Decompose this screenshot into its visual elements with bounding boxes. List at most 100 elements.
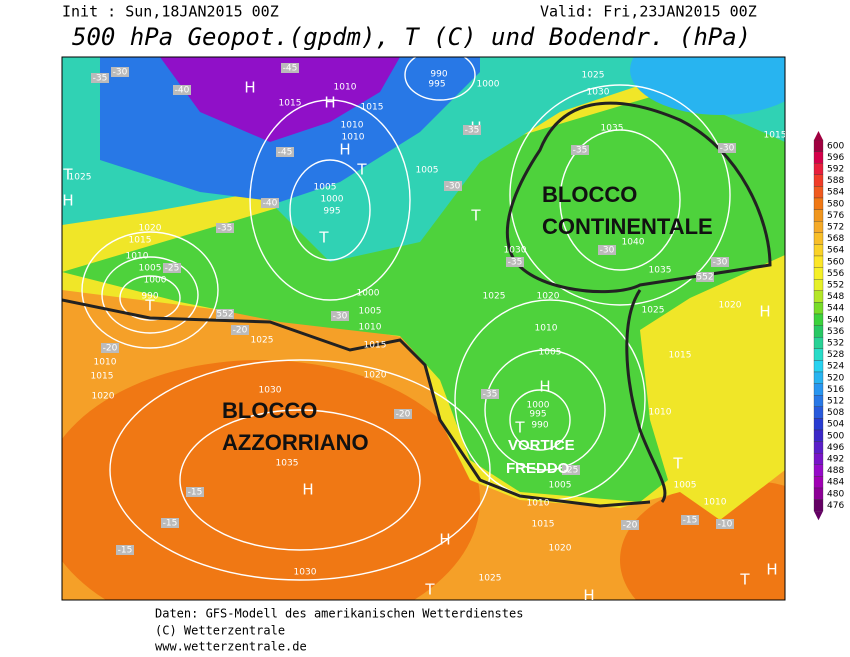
isobar-label: 1000 xyxy=(321,195,344,205)
colorbar-swatch xyxy=(813,302,824,315)
colorbar-label: 492 xyxy=(827,455,844,465)
isobar-label: 990 xyxy=(141,292,158,302)
label-box xyxy=(216,223,234,233)
temperature-label: -45 xyxy=(278,148,293,158)
temperature-label: -40 xyxy=(263,199,278,209)
pressure-center: T xyxy=(356,161,367,179)
colorbar-swatch xyxy=(813,348,824,361)
temperature-label: -15 xyxy=(188,488,203,498)
temperature-label: 552 xyxy=(696,273,713,283)
temperature-label: -45 xyxy=(283,64,298,74)
temperature-label: -35 xyxy=(573,146,588,156)
outlines xyxy=(62,101,772,508)
isobar-label: 1015 xyxy=(669,351,692,361)
label-box xyxy=(598,245,616,255)
isobar-label: 1020 xyxy=(549,544,572,554)
isobar-label: 1020 xyxy=(139,224,162,234)
pressure-center: T xyxy=(470,207,481,225)
colorbar-swatch xyxy=(813,221,824,233)
pressure-center: H xyxy=(324,94,335,112)
label-box xyxy=(681,515,699,525)
colorbar-label: 524 xyxy=(827,362,844,372)
isobar-label: 1035 xyxy=(649,266,672,276)
isobar-label: 1035 xyxy=(601,124,624,134)
isobar-label: 1025 xyxy=(69,173,92,183)
colorbar-label: 516 xyxy=(827,385,844,395)
field xyxy=(620,480,785,600)
annotation: CONTINENTALE xyxy=(542,214,713,239)
colorbar-label: 520 xyxy=(827,373,844,383)
pressure-center: T xyxy=(514,419,525,437)
isobar-label: 1015 xyxy=(129,236,152,246)
colorbar-swatch xyxy=(813,290,824,303)
temperature-label: -30 xyxy=(720,144,735,154)
colorbar-swatch xyxy=(813,244,824,257)
colorbar-swatch xyxy=(813,453,824,465)
colorbar-arrow xyxy=(814,131,823,140)
isobar-label: 1040 xyxy=(622,238,645,248)
colorbar-label: 488 xyxy=(827,466,844,476)
colorbar-swatch xyxy=(813,232,824,245)
isobar-label: 1025 xyxy=(479,574,502,584)
pressure-center: H xyxy=(302,481,313,499)
temperature-label: -25 xyxy=(165,264,180,274)
isobar-label: 1015 xyxy=(91,372,114,382)
label-box xyxy=(444,181,462,191)
isobar-label: 1020 xyxy=(537,292,560,302)
annotation: VORTICE xyxy=(508,437,575,454)
temperature-label: -20 xyxy=(233,326,248,336)
isobar-label: 1010 xyxy=(535,324,558,334)
label-box xyxy=(161,518,179,528)
colorbar-swatch xyxy=(813,139,824,152)
colorbar-swatch xyxy=(813,174,824,187)
temperature-label: -15 xyxy=(163,519,178,529)
colorbar-label: 540 xyxy=(827,315,844,325)
label-box xyxy=(718,143,736,153)
isobar-label: 1020 xyxy=(364,371,387,381)
isobar-label: 1005 xyxy=(549,481,572,491)
temperature-label: -25 xyxy=(564,466,579,476)
label-box xyxy=(276,147,294,157)
isobar-label: 1010 xyxy=(527,499,550,509)
isobar-label: 1030 xyxy=(259,386,282,396)
temperature-label: -20 xyxy=(623,521,638,531)
isobar-label: 990 xyxy=(531,421,548,431)
colorbar-swatch xyxy=(813,464,824,477)
colorbar-swatch xyxy=(813,383,824,396)
isobar-label: 1035 xyxy=(276,459,299,469)
colorbar-swatch xyxy=(813,476,824,489)
init-time: Init : Sun,18JAN2015 00Z xyxy=(62,3,279,21)
colorbar-swatch xyxy=(813,499,824,512)
colorbar-swatch xyxy=(813,371,824,384)
temperature-label: -35 xyxy=(483,390,498,400)
label-box xyxy=(331,311,349,321)
colorbar-label: 504 xyxy=(827,420,844,430)
colorbar-label: 560 xyxy=(827,257,844,267)
colorbar-swatch xyxy=(813,325,824,338)
isobar-label: 1005 xyxy=(139,264,162,274)
map-title: 500 hPa Geopot.(gpdm), T (C) und Bodendr… xyxy=(72,23,751,51)
colorbar-swatch xyxy=(813,406,824,419)
map-fields xyxy=(62,57,785,600)
footer-line: www.wetterzentrale.de xyxy=(155,640,307,654)
temperature-label: -30 xyxy=(713,258,728,268)
label-box xyxy=(711,257,729,267)
label-box xyxy=(506,257,524,267)
label-box xyxy=(571,145,589,155)
isobar-label: 1005 xyxy=(539,348,562,358)
temperature-label: -15 xyxy=(118,546,133,556)
colorbar-swatch xyxy=(813,395,824,407)
isobar-label: 1005 xyxy=(416,166,439,176)
colorbar-label: 600 xyxy=(827,141,844,151)
label-box xyxy=(173,85,191,95)
colorbar-label: 564 xyxy=(827,246,844,256)
temperature-label: -20 xyxy=(396,410,411,420)
isobar-label: 1000 xyxy=(527,401,550,411)
pressure-center: H xyxy=(62,192,73,210)
isobar-label: 1010 xyxy=(334,83,357,93)
colorbar-label: 476 xyxy=(827,501,844,511)
colorbar-label: 568 xyxy=(827,234,844,244)
colorbar-label: 552 xyxy=(827,281,844,291)
